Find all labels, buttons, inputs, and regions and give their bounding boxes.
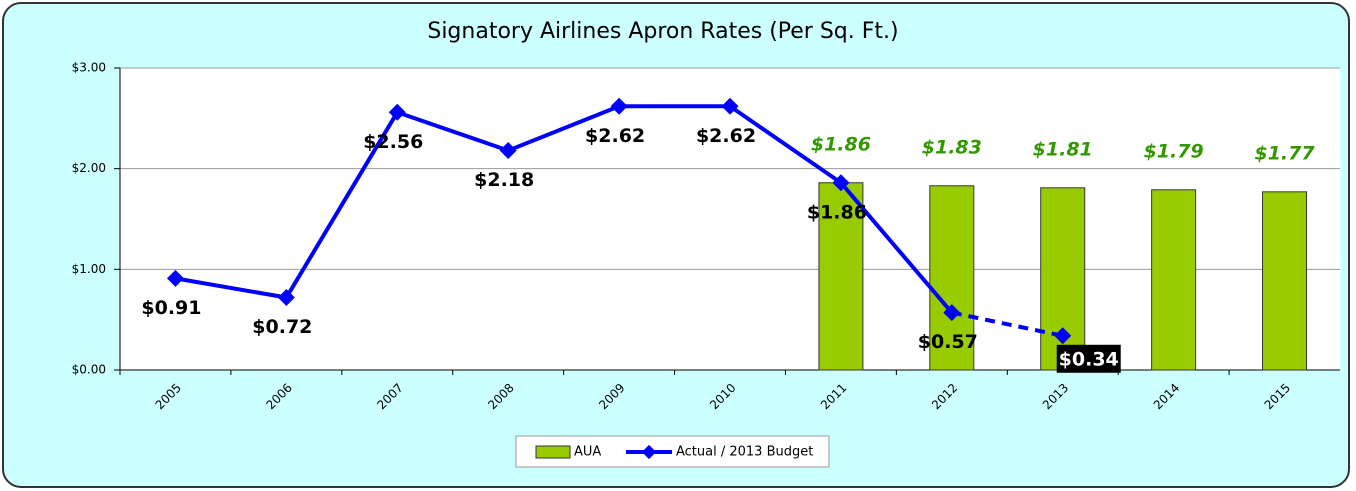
legend-swatch [535, 445, 571, 459]
bar-value-label: $1.77 [1254, 142, 1315, 164]
line [175, 104, 954, 314]
line-value-label: $1.86 [807, 201, 867, 223]
legend-label: Actual / 2013 Budget [676, 445, 813, 460]
legend-label: AUA [574, 445, 601, 460]
marker [721, 97, 739, 115]
bar-value-label: $1.81 [1033, 138, 1093, 160]
line-value-label: $0.91 [141, 297, 201, 319]
marker [388, 103, 406, 121]
marker [832, 174, 850, 192]
bar [1040, 187, 1086, 371]
line-value-label: $2.62 [696, 125, 756, 147]
bar [1262, 191, 1308, 371]
legend-marker [641, 444, 657, 460]
marker [166, 269, 184, 287]
bar-value-label: $1.83 [922, 136, 982, 158]
line-dashed [951, 310, 1064, 338]
marker [499, 142, 517, 160]
bar-value-label: $1.86 [811, 133, 871, 155]
label-box [1056, 344, 1121, 373]
bar [1151, 189, 1197, 371]
y-tick-label: $3.00 [72, 61, 106, 75]
line-value-label: $0.72 [252, 316, 312, 338]
y-tick-label: $1.00 [72, 262, 106, 276]
marker [943, 304, 961, 322]
y-tick-label: $2.00 [72, 161, 106, 175]
line-value-label: $2.56 [363, 131, 423, 153]
line-value-label: $2.62 [585, 125, 645, 147]
bar-value-label: $1.79 [1144, 140, 1204, 162]
y-tick-label: $0.00 [72, 363, 106, 377]
chart-title: Signatory Airlines Apron Rates (Per Sq. … [427, 19, 898, 44]
marker [610, 97, 628, 115]
bar [929, 185, 975, 371]
line-value-label: $2.18 [474, 169, 534, 191]
marker [277, 289, 295, 307]
line-value-label: $0.57 [918, 331, 978, 353]
line-value-label: $0.34 [1059, 348, 1119, 370]
bar [818, 182, 864, 371]
plot-area [120, 68, 1340, 370]
